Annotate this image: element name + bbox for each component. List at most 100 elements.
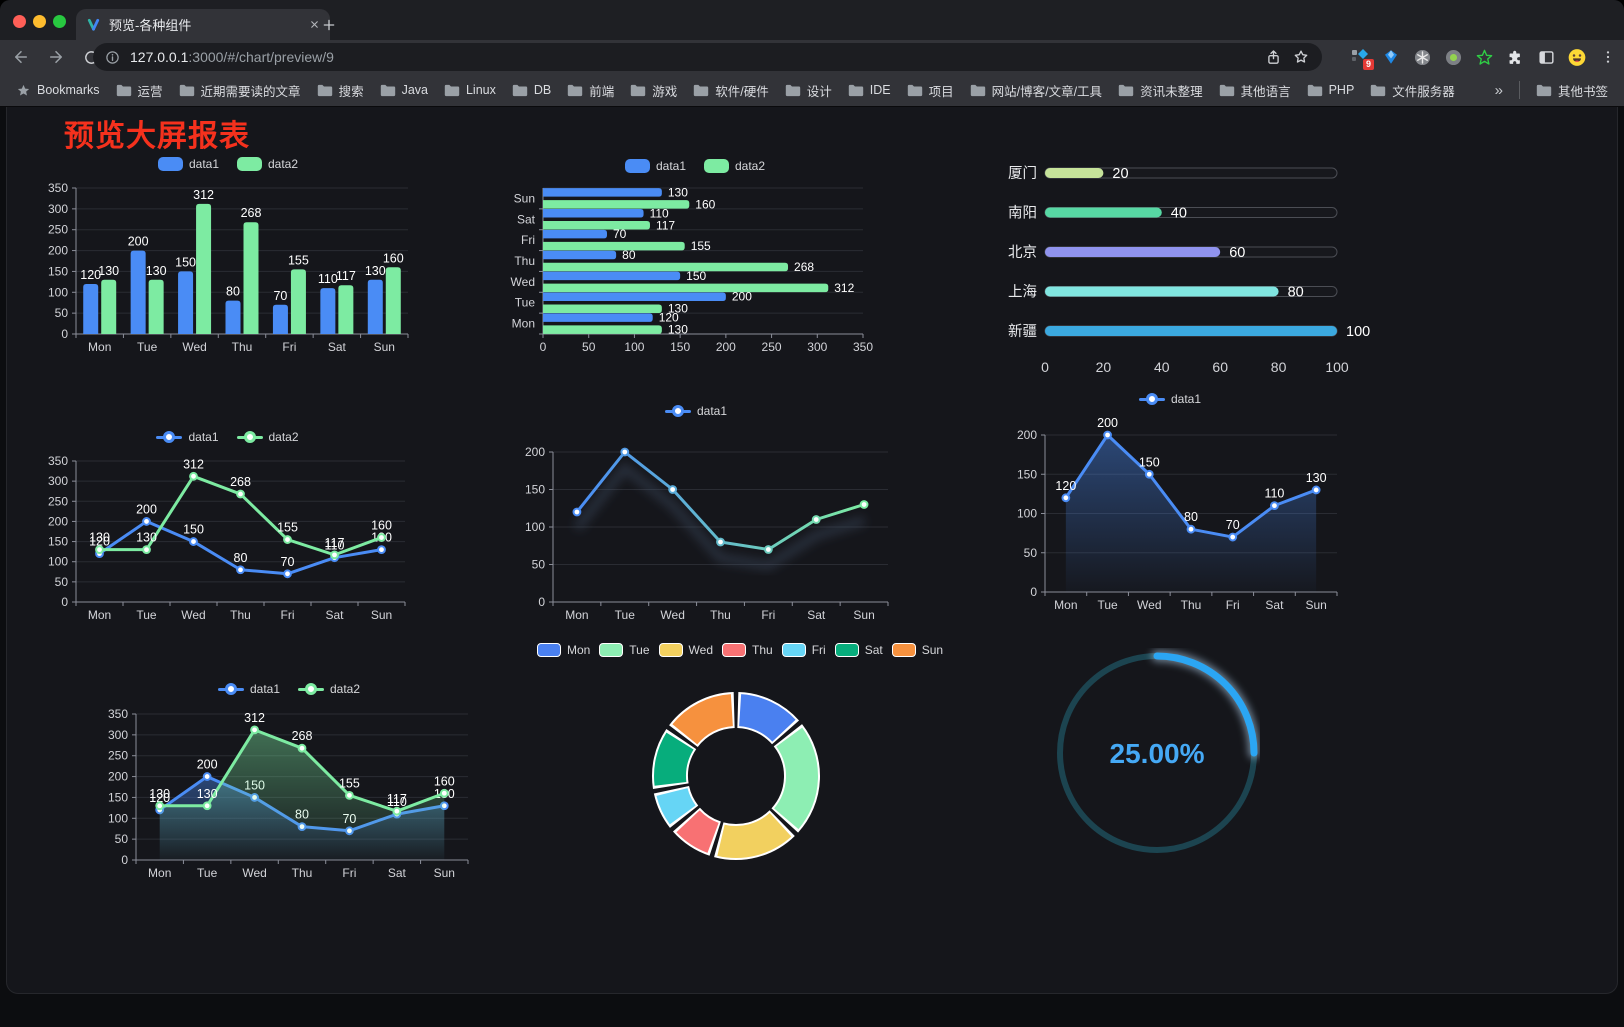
legend-item-data1[interactable]: data1 — [157, 157, 219, 171]
url-host: 127.0.0.1 — [130, 49, 189, 65]
legend-item-data2[interactable]: data2 — [704, 159, 765, 173]
legend-item-data1[interactable]: data1 — [664, 404, 727, 418]
folder-icon — [631, 84, 646, 96]
svg-text:Wed: Wed — [242, 866, 266, 880]
svg-text:Sat: Sat — [325, 608, 344, 622]
svg-text:厦门: 厦门 — [1008, 165, 1037, 182]
svg-text:Mon: Mon — [148, 866, 171, 880]
profile-avatar[interactable] — [1567, 47, 1587, 67]
legend-item-data1[interactable]: data1 — [217, 682, 280, 696]
legend-item-data2[interactable]: data2 — [298, 682, 360, 696]
bookmark-star-icon[interactable] — [1292, 48, 1310, 66]
bookmark-folder[interactable]: 设计 — [777, 78, 840, 102]
forward-icon[interactable] — [43, 44, 69, 70]
svg-text:130: 130 — [89, 531, 110, 545]
gem-extension-icon[interactable] — [1381, 47, 1401, 67]
svg-text:120: 120 — [80, 268, 101, 282]
legend-item-Thu[interactable]: Thu — [722, 643, 773, 657]
legend-swatch — [156, 431, 183, 444]
svg-text:200: 200 — [136, 502, 157, 516]
bookmark-folder[interactable]: IDE — [840, 78, 899, 102]
address-bar[interactable]: 127.0.0.1:3000/#/chart/preview/9 — [93, 43, 1322, 71]
other-bookmarks-label: 其他书签 — [1557, 84, 1608, 99]
svg-text:200: 200 — [197, 758, 218, 772]
menu-dots-icon[interactable] — [1598, 47, 1618, 67]
bookmark-folder-label: 设计 — [806, 84, 832, 99]
svg-text:250: 250 — [108, 749, 128, 763]
browser-tab[interactable]: 预览-各种组件 — [76, 9, 330, 40]
new-tab-button[interactable] — [318, 14, 340, 36]
bookmark-folder[interactable]: Linux — [436, 78, 504, 102]
legend-item-Sat[interactable]: Sat — [834, 643, 883, 657]
bookmarks-overflow-chevron[interactable]: » — [1494, 81, 1503, 99]
svg-text:100: 100 — [1017, 507, 1037, 521]
green-dot-extension-icon[interactable] — [1443, 47, 1463, 67]
bookmark-folder[interactable]: Java — [372, 78, 436, 102]
tab-close-icon[interactable] — [309, 19, 320, 30]
svg-text:312: 312 — [183, 457, 204, 471]
bookmark-folder[interactable]: PHP — [1299, 78, 1363, 102]
chart-progress-bars: 厦门 20 南阳 40 北京 60 上海 80 新疆 100 0 20 40 60 80 100 — [985, 150, 1380, 390]
proxy-extension-icon[interactable]: 9 — [1350, 47, 1374, 70]
pie-chart-canvas — [652, 692, 820, 860]
folder-icon — [694, 84, 709, 96]
svg-text:80: 80 — [234, 551, 248, 565]
bookmark-folder[interactable]: DB — [504, 78, 559, 102]
snowflake-extension-icon[interactable] — [1412, 47, 1432, 67]
side-panel-icon[interactable] — [1536, 47, 1556, 67]
legend-item-data1[interactable]: data1 — [156, 430, 219, 444]
bookmarks-manager[interactable]: Bookmarks — [8, 78, 108, 102]
svg-text:Wed: Wed — [182, 340, 206, 354]
bookmark-folder[interactable]: 运营 — [108, 78, 171, 102]
svg-text:Fri: Fri — [282, 340, 296, 354]
extensions-puzzle-icon[interactable] — [1505, 47, 1525, 67]
bookmark-folder-label: 项目 — [928, 84, 954, 99]
svg-text:268: 268 — [241, 206, 262, 220]
svg-text:130: 130 — [668, 302, 688, 316]
svg-text:Sun: Sun — [1305, 598, 1326, 612]
legend-label: Mon — [566, 643, 591, 657]
svg-text:60: 60 — [1212, 359, 1228, 375]
bookmark-folder-label: DB — [533, 83, 552, 97]
bookmark-folder[interactable]: 资讯未整理 — [1110, 78, 1211, 102]
back-icon[interactable] — [8, 44, 34, 70]
svg-text:0: 0 — [540, 340, 547, 354]
legend-item-Fri[interactable]: Fri — [781, 643, 826, 657]
traffic-light-zoom[interactable] — [53, 15, 66, 28]
legend-item-Tue[interactable]: Tue — [599, 643, 650, 657]
bookmark-folder-label: 搜索 — [338, 84, 364, 99]
svg-text:0: 0 — [1041, 359, 1049, 375]
bookmark-folder[interactable]: 其他语言 — [1211, 78, 1299, 102]
svg-text:Tue: Tue — [515, 296, 536, 310]
green-star-extension-icon[interactable] — [1474, 47, 1494, 67]
legend-item-data1[interactable]: data1 — [624, 159, 686, 173]
other-bookmarks[interactable]: 其他书签 — [1528, 78, 1616, 102]
bookmark-folder[interactable]: 文件服务器 — [1362, 78, 1463, 102]
svg-text:Sat: Sat — [1265, 598, 1284, 612]
bookmark-folder[interactable]: 近期需要读的文章 — [171, 78, 309, 102]
legend-item-Wed[interactable]: Wed — [658, 643, 713, 657]
svg-text:268: 268 — [230, 475, 251, 489]
svg-text:Wed: Wed — [660, 608, 684, 622]
bookmark-folder[interactable]: 游戏 — [622, 78, 685, 102]
legend-item-Sun[interactable]: Sun — [891, 643, 943, 657]
traffic-light-close[interactable] — [13, 15, 26, 28]
bookmark-folder[interactable]: 项目 — [899, 78, 962, 102]
bookmark-folder-label: 资讯未整理 — [1140, 84, 1203, 99]
legend-item-Mon[interactable]: Mon — [536, 643, 591, 657]
bookmark-folder[interactable]: 软件/硬件 — [685, 78, 776, 102]
bookmark-folder[interactable]: 网站/博客/文章/工具 — [962, 78, 1110, 102]
site-info-icon[interactable] — [105, 50, 120, 65]
svg-text:Sat: Sat — [388, 866, 407, 880]
traffic-light-minimize[interactable] — [33, 15, 46, 28]
share-icon[interactable] — [1265, 49, 1282, 66]
bookmark-folder[interactable]: 搜索 — [309, 78, 372, 102]
svg-text:200: 200 — [525, 445, 545, 459]
bookmark-folder[interactable]: 前端 — [559, 78, 622, 102]
svg-text:150: 150 — [183, 523, 204, 537]
legend-item-data1[interactable]: data1 — [1138, 392, 1201, 406]
legend-item-data2[interactable]: data2 — [237, 157, 298, 171]
svg-text:155: 155 — [277, 521, 298, 535]
svg-text:155: 155 — [288, 253, 309, 267]
legend-item-data2[interactable]: data2 — [236, 430, 299, 444]
